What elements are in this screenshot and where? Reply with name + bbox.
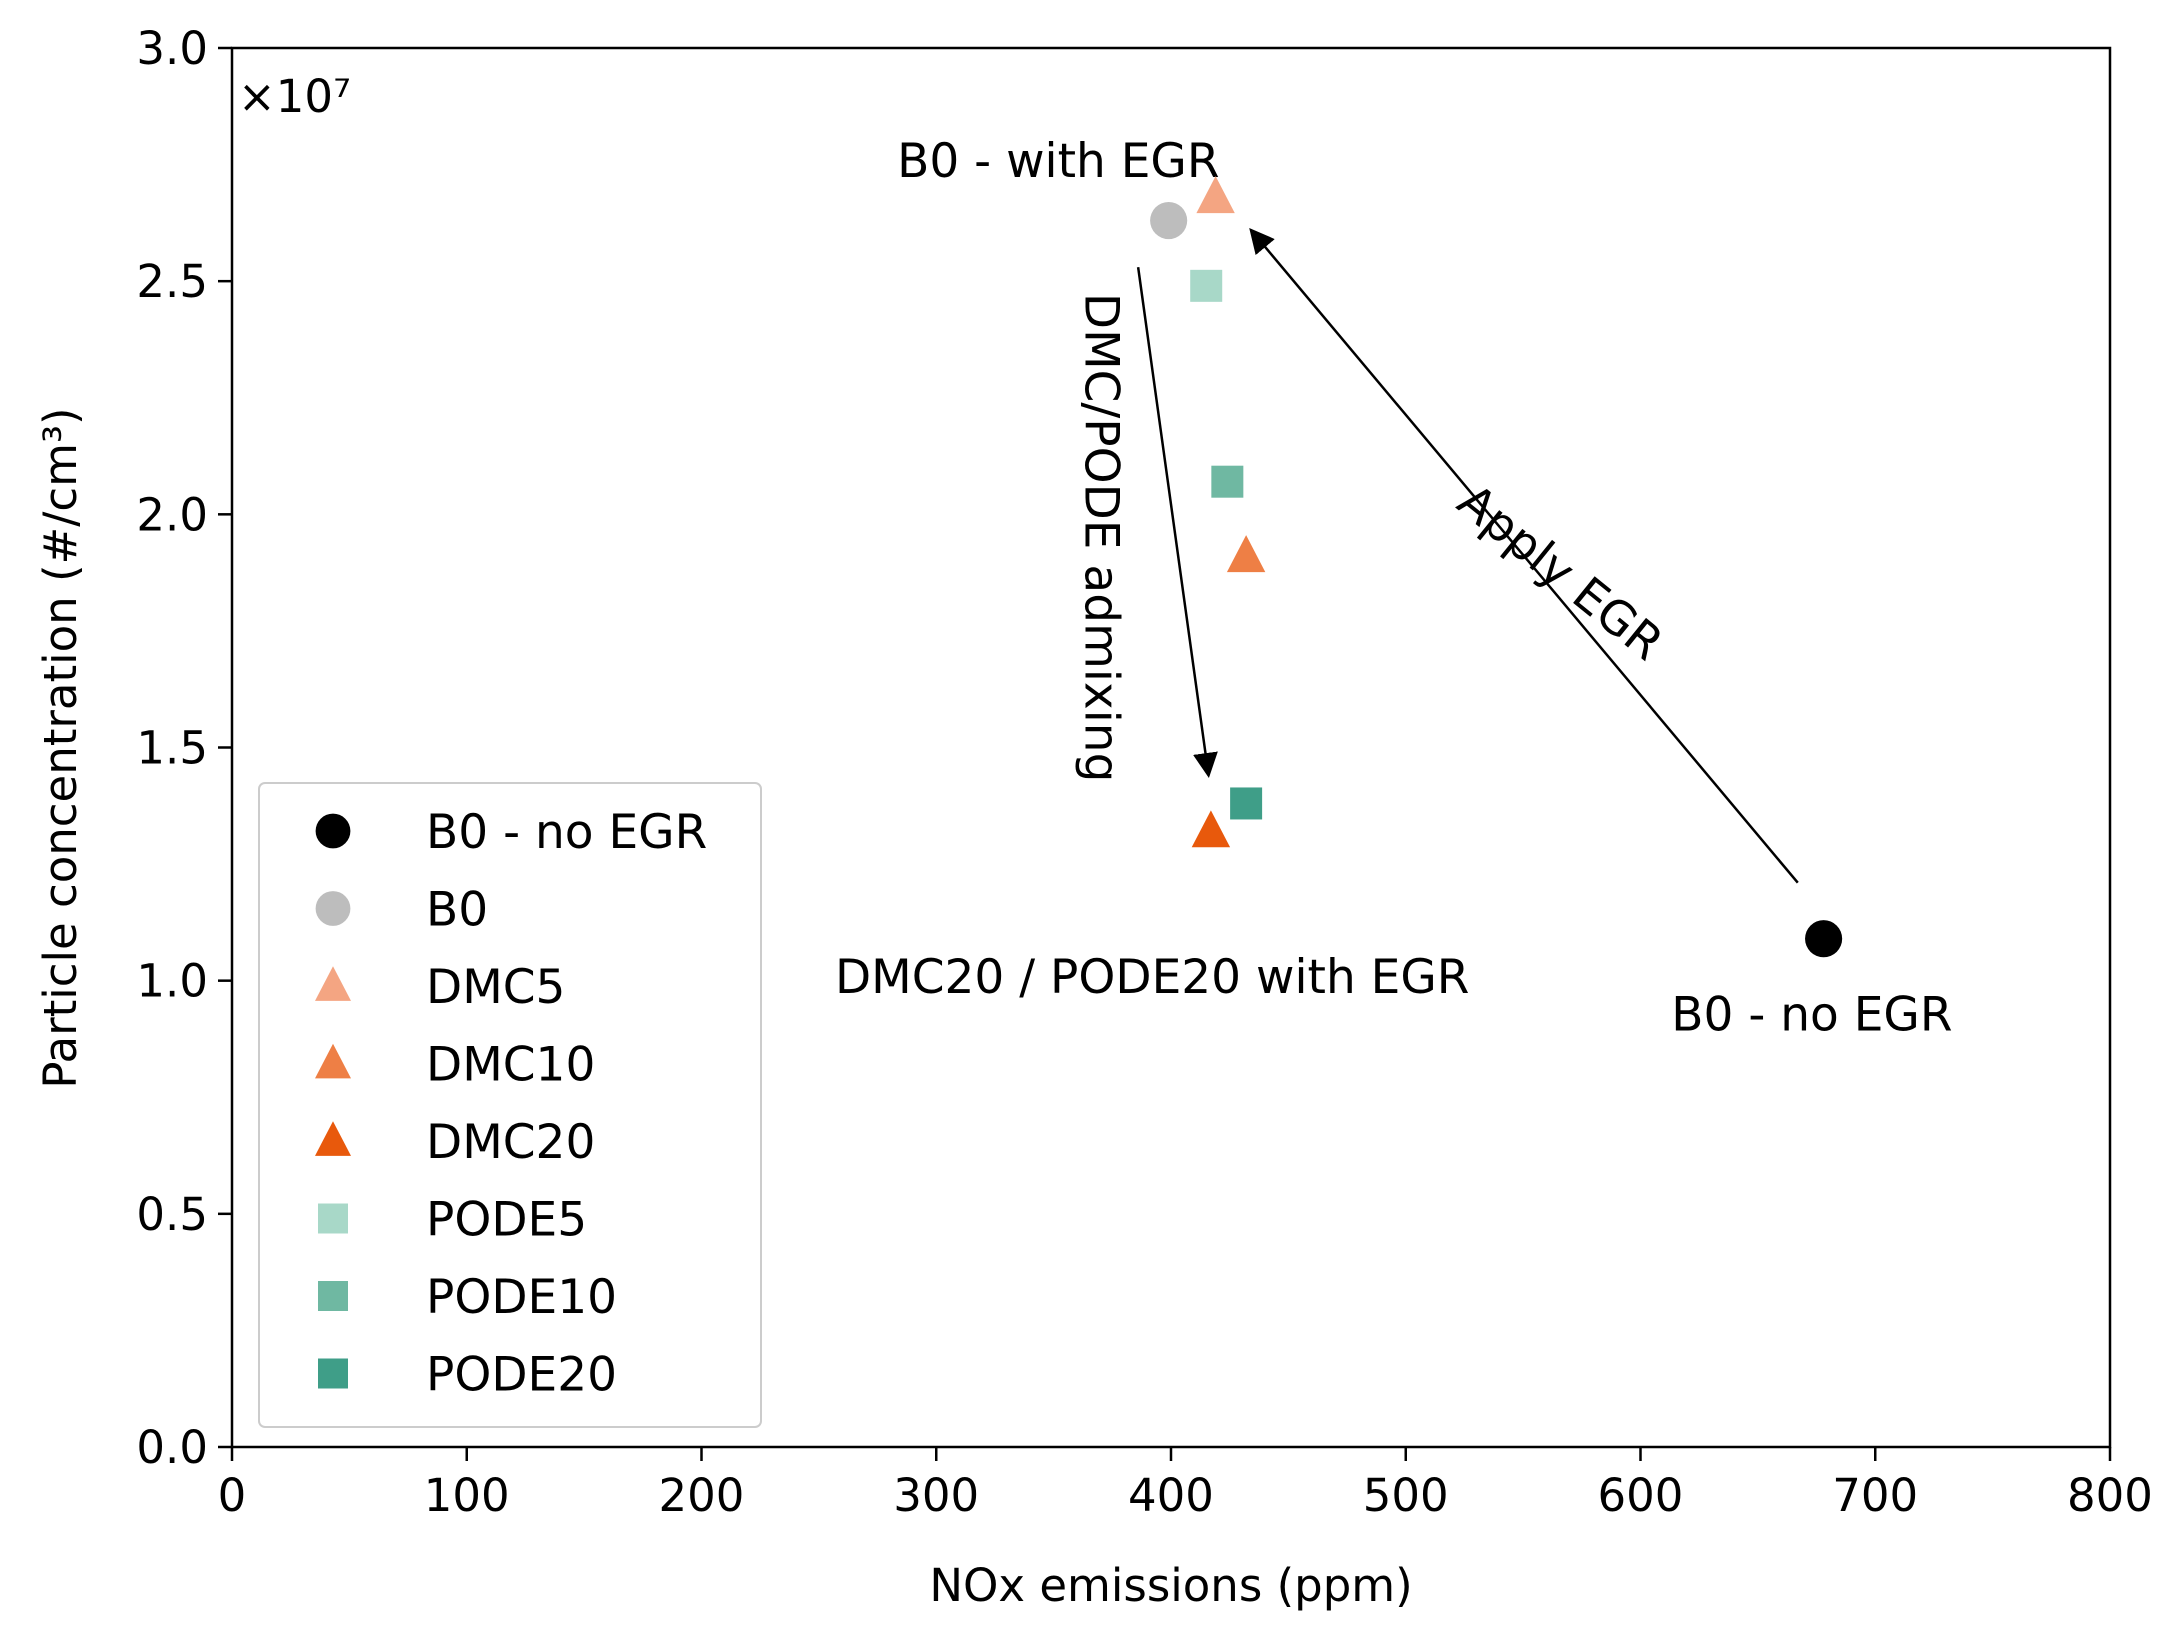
legend-label: PODE5	[426, 1193, 587, 1248]
legend-marker	[315, 891, 351, 926]
annotation-label: B0 - no EGR	[1671, 987, 1952, 1042]
x-tick-label: 300	[893, 1469, 979, 1522]
y-tick-label: 1.5	[136, 722, 208, 775]
annotations: B0 - with EGR B0 - no EGR DMC20 / PODE20 w…	[835, 134, 1953, 1042]
y-tick-label: 3.0	[136, 22, 208, 75]
y-tick-label: 2.0	[136, 488, 208, 541]
x-tick-label: 0	[218, 1469, 247, 1522]
legend-marker	[315, 966, 351, 1001]
legend-label: PODE10	[426, 1270, 617, 1325]
x-tick-label: 100	[424, 1469, 510, 1522]
legend-label: B0	[426, 883, 488, 938]
legend-marker	[318, 1358, 348, 1389]
legend-marker	[315, 1121, 351, 1156]
y-tick-label: 0.0	[136, 1421, 208, 1474]
legend-label: PODE20	[426, 1348, 617, 1403]
legend-marker	[318, 1281, 348, 1311]
annotation-arrow	[1136, 267, 1218, 778]
legend-marker	[315, 1043, 351, 1079]
data-points	[1150, 176, 1843, 958]
annotation-label: B0 - with EGR	[897, 134, 1219, 189]
x-tick-label: 400	[1128, 1469, 1214, 1522]
data-point-square	[1190, 269, 1223, 302]
legend-label: DMC5	[426, 960, 565, 1015]
data-point-circle	[1150, 201, 1188, 240]
annotation-label: Apply EGR	[1447, 474, 1673, 672]
x-tick-label: 800	[2067, 1469, 2153, 1522]
legend-box	[258, 782, 762, 1428]
legend-label: DMC20	[426, 1115, 595, 1170]
data-point-triangle	[1196, 176, 1235, 214]
data-point-square	[1211, 465, 1244, 498]
arrows	[1136, 227, 1799, 884]
legend-marker	[318, 1203, 348, 1234]
legend-label: B0 - no EGR	[426, 805, 707, 860]
y-axis-title: Particle concentration (#/cm³)	[34, 407, 87, 1088]
x-axis: 0 100 200 300 400 500 600 700 800	[218, 1447, 2153, 1522]
annotation-label: DMC/PODE admixing	[1074, 293, 1129, 783]
x-axis-title: NOx emissions (ppm)	[929, 1559, 1412, 1612]
x-tick-label: 700	[1832, 1469, 1918, 1522]
y-multiplier-label: ×10⁷	[238, 70, 351, 123]
annotation-arrow	[1249, 227, 1799, 884]
annotation-label: DMC20 / PODE20 with EGR	[835, 950, 1469, 1005]
data-point-circle	[1805, 920, 1843, 958]
y-tick-label: 1.0	[136, 955, 208, 1008]
data-point-square	[1230, 787, 1263, 820]
y-tick-label: 0.5	[136, 1188, 208, 1241]
legend-label: DMC10	[426, 1038, 595, 1093]
data-point-triangle	[1226, 535, 1266, 573]
y-axis: 0.0 0.5 1.0 1.5 2.0 2.5 3.0	[136, 22, 232, 1474]
y-tick-label: 2.5	[136, 255, 208, 308]
x-tick-label: 500	[1363, 1469, 1449, 1522]
data-point-triangle	[1191, 810, 1231, 848]
legend: B0 - no EGR B0 DMC5 DMC10 DMC20 PODE5 PODE10 PO…	[258, 782, 762, 1428]
legend-marker	[315, 813, 351, 849]
x-tick-label: 600	[1598, 1469, 1684, 1522]
x-tick-label: 200	[659, 1469, 745, 1522]
